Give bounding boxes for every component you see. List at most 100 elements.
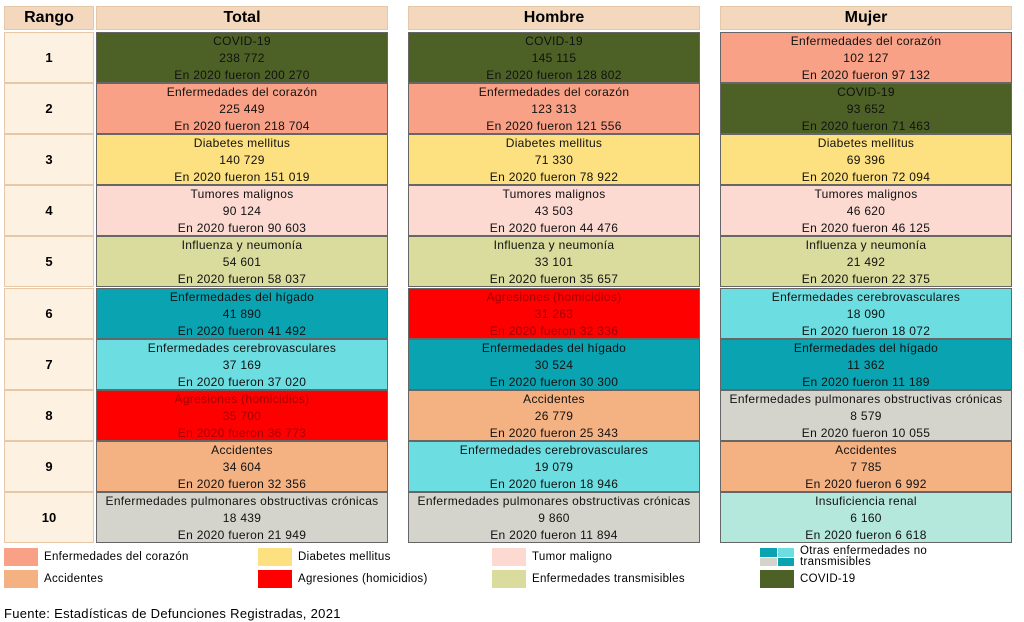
rank-cell: 8 [4, 389, 94, 441]
prev-year: En 2020 fueron 35 657 [489, 272, 619, 287]
prev-year: En 2020 fueron 218 704 [174, 119, 310, 134]
cause-cell: Diabetes mellitus 140 729 En 2020 fueron 1… [96, 134, 388, 186]
prev-year: En 2020 fueron 32 336 [489, 323, 619, 338]
rank-cell: 1 [4, 32, 94, 84]
cause-cell: Enfermedades del corazón 123 313 En 2020 f… [408, 83, 700, 135]
cause-name: Enfermedades del corazón [478, 85, 630, 100]
deaths: 102 127 [843, 51, 889, 66]
deaths: 123 313 [531, 102, 577, 117]
prev-year: En 2020 fueron 36 773 [177, 425, 307, 440]
cause-cell: Enfermedades cerebrovasculares 37 169 En 2… [96, 338, 388, 390]
legend-item: Otras enfermedades no transmisibles [760, 545, 1000, 568]
cause-name: Enfermedades del corazón [790, 34, 942, 48]
legend-item: Accidentes [4, 569, 244, 589]
cause-name: Diabetes mellitus [817, 136, 915, 151]
prev-year: En 2020 fueron 71 463 [801, 119, 931, 134]
deaths: 90 124 [222, 204, 262, 219]
icon-square [777, 548, 794, 557]
cause-cell: COVID-19 238 772 En 2020 fueron 200 270 [96, 32, 388, 84]
cause-name: Diabetes mellitus [193, 136, 291, 151]
legend-swatch [4, 548, 38, 566]
column-header: Hombre [408, 6, 700, 30]
cause-cell: Insuficiencia renal 6 160 En 2020 fueron 6… [720, 491, 1012, 543]
source: Fuente: Estadísticas de Defunciones Regi… [4, 606, 341, 621]
deaths: 34 604 [222, 459, 262, 474]
deaths: 6 160 [850, 510, 882, 525]
cause-name: Influenza y neumonía [805, 238, 927, 253]
cause-name: Agresiones (homicidios) [174, 391, 310, 406]
prev-year: En 2020 fueron 78 922 [489, 170, 619, 185]
prev-year: En 2020 fueron 18 072 [801, 323, 931, 338]
cause-name: Enfermedades pulmonares obstructivas cró… [417, 493, 691, 508]
prev-year: En 2020 fueron 90 603 [177, 221, 307, 236]
legend-swatch [258, 570, 292, 588]
prev-year: En 2020 fueron 11 894 [490, 527, 618, 542]
deaths: 69 396 [846, 153, 886, 168]
cause-cell: COVID-19 93 652 En 2020 fueron 71 463 [720, 83, 1012, 135]
cause-name: Enfermedades del corazón [166, 85, 318, 100]
cause-cell: Tumores malignos 90 124 En 2020 fueron 90 … [96, 185, 388, 237]
legend-label: Enfermedades del corazón [44, 550, 189, 563]
prev-year: En 2020 fueron 151 019 [174, 170, 310, 185]
prev-year: En 2020 fueron 97 132 [801, 68, 931, 83]
legend-item: Diabetes mellitus [258, 547, 498, 567]
rank-cell: 10 [4, 491, 94, 543]
legend-swatch [4, 570, 38, 588]
rank-cell: 3 [4, 134, 94, 186]
cause-cell: Accidentes 34 604 En 2020 fueron 32 356 [96, 440, 388, 492]
prev-year: En 2020 fueron 11 189 [802, 374, 930, 389]
cause-name: Enfermedades cerebrovasculares [771, 289, 961, 304]
cause-cell: Accidentes 7 785 En 2020 fueron 6 992 [720, 440, 1012, 492]
cause-name: Influenza y neumonía [493, 238, 615, 253]
prev-year: En 2020 fueron 46 125 [801, 221, 931, 236]
legend-label: Enfermedades transmisibles [532, 572, 685, 585]
deaths: 140 729 [219, 153, 265, 168]
icon-square [777, 557, 794, 566]
cause-cell: Influenza y neumonía 21 492 En 2020 fueron… [720, 236, 1012, 288]
legend-item: Tumor maligno [492, 547, 732, 567]
deaths: 33 101 [534, 255, 574, 270]
legend-item: Agresiones (homicidios) [258, 569, 498, 589]
cause-cell: Influenza y neumonía 33 101 En 2020 fueron… [408, 236, 700, 288]
deaths: 145 115 [531, 51, 577, 66]
cause-cell: Accidentes 26 779 En 2020 fueron 25 343 [408, 389, 700, 441]
deaths: 37 169 [222, 357, 262, 372]
prev-year: En 2020 fueron 22 375 [801, 272, 931, 287]
cause-cell: Diabetes mellitus 71 330 En 2020 fueron 78… [408, 134, 700, 186]
rank-cell: 7 [4, 338, 94, 390]
deaths: 238 772 [219, 51, 265, 66]
cause-name: Diabetes mellitus [505, 136, 603, 151]
deaths: 18 090 [846, 306, 886, 321]
legend-swatch [492, 570, 526, 588]
icon-square [760, 557, 777, 566]
prev-year: En 2020 fueron 128 802 [486, 68, 622, 83]
deaths: 11 362 [847, 357, 885, 372]
cause-cell: Enfermedades pulmonares obstructivas cró… [720, 389, 1012, 441]
deaths: 46 620 [846, 204, 886, 219]
cause-name: Accidentes [211, 442, 273, 457]
legend-item: Enfermedades transmisibles [492, 569, 732, 589]
deaths: 54 601 [222, 255, 262, 270]
deaths: 43 503 [534, 204, 574, 219]
rank-cell: 4 [4, 185, 94, 237]
deaths: 41 890 [222, 306, 262, 321]
prev-year: En 2020 fueron 6 992 [805, 476, 927, 491]
cause-name: COVID-19 [525, 34, 583, 48]
deaths: 225 449 [219, 102, 265, 117]
cause-name: COVID-19 [837, 85, 895, 100]
deaths: 26 779 [534, 408, 574, 423]
cause-name: Enfermedades del hígado [793, 340, 939, 355]
deaths: 93 652 [846, 102, 886, 117]
column-header: Mujer [720, 6, 1012, 30]
prev-year: En 2020 fueron 58 037 [177, 272, 307, 287]
prev-year: En 2020 fueron 41 492 [177, 323, 307, 338]
prev-year: En 2020 fueron 10 055 [801, 425, 931, 440]
deaths: 71 330 [534, 153, 574, 168]
cause-cell: COVID-19 145 115 En 2020 fueron 128 802 [408, 32, 700, 84]
prev-year: En 2020 fueron 6 618 [805, 527, 927, 542]
deaths: 35 700 [222, 408, 262, 423]
prev-year: En 2020 fueron 30 300 [489, 374, 619, 389]
cause-cell: Diabetes mellitus 69 396 En 2020 fueron 72… [720, 134, 1012, 186]
column-header: Total [96, 6, 388, 30]
cause-cell: Enfermedades cerebrovasculares 18 090 En 2… [720, 287, 1012, 339]
